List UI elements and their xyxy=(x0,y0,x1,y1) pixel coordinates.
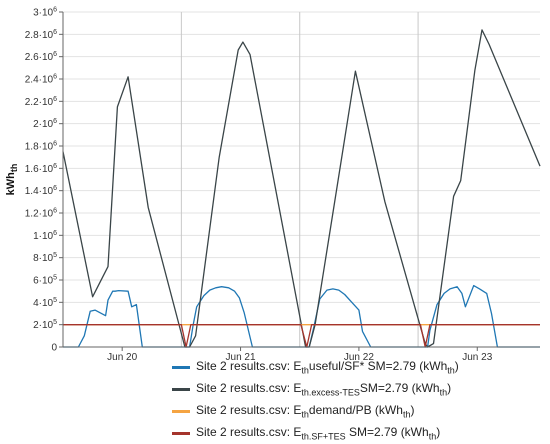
x-tick-labels: Jun 20 Jun 21 Jun 22 Jun 23 xyxy=(107,352,493,360)
chart: 0 2·105 4·105 6·105 8·105 1·106 1.2·106 1.4·106… xyxy=(5,7,541,360)
y-tick-label-4: 8·105 xyxy=(33,252,57,264)
y-tick-label-11: 2.2·106 xyxy=(25,96,57,108)
y-tick-label-6: 1.2·106 xyxy=(25,208,57,220)
legend-label-2: Site 2 results.csv: Ethdemand/PB (kWhth) xyxy=(196,402,415,420)
legend-swatch-0 xyxy=(172,365,190,369)
y-tick-label-8: 1.6·106 xyxy=(25,163,57,175)
series-line-0 xyxy=(63,284,540,348)
series-line-3 xyxy=(63,324,540,348)
y-tick-label-2: 4·105 xyxy=(33,297,57,309)
y-tick-label-3: 6·105 xyxy=(33,275,57,287)
day-boundary-lines xyxy=(180,12,419,347)
x-tick-label-2: Jun 22 xyxy=(344,352,374,360)
y-tick-label-0: 0 xyxy=(51,343,57,354)
x-tick-label-1: Jun 21 xyxy=(226,352,256,360)
y-tick-labels: 0 2·105 4·105 6·105 8·105 1·106 1.2·106 1.4·106… xyxy=(25,7,58,354)
x-tick-label-3: Jun 23 xyxy=(462,352,492,360)
legend-item-0: Site 2 results.csv: Ethuseful/SF* SM=2.7… xyxy=(172,356,548,378)
y-tick-label-7: 1.4·106 xyxy=(25,185,57,197)
legend: Site 2 results.csv: Ethuseful/SF* SM=2.7… xyxy=(172,356,548,444)
legend-item-3: Site 2 results.csv: Eth.SF+TES SM=2.79 (… xyxy=(172,422,548,444)
legend-label-3: Site 2 results.csv: Eth.SF+TES SM=2.79 (… xyxy=(196,424,441,442)
legend-label-1: Site 2 results.csv: Eth.excess-TESSM=2.7… xyxy=(196,380,452,398)
y-axis-label: kWhth xyxy=(5,164,19,196)
legend-swatch-2 xyxy=(172,409,190,413)
axes xyxy=(59,11,540,351)
y-tick-label-5: 1·106 xyxy=(33,230,57,242)
y-tick-label-1: 2·105 xyxy=(33,319,57,331)
legend-swatch-1 xyxy=(172,387,190,391)
y-tick-label-15: 3·106 xyxy=(33,7,57,19)
series-lines xyxy=(62,29,541,348)
y-tick-label-14: 2.8·106 xyxy=(25,29,57,41)
grid-lines xyxy=(63,11,540,348)
legend-label-0: Site 2 results.csv: Ethuseful/SF* SM=2.7… xyxy=(196,358,459,376)
legend-item-2: Site 2 results.csv: Ethdemand/PB (kWhth) xyxy=(172,400,548,422)
legend-item-1: Site 2 results.csv: Eth.excess-TESSM=2.7… xyxy=(172,378,548,400)
y-tick-label-9: 1.8·106 xyxy=(25,141,57,153)
y-tick-label-10: 2·106 xyxy=(33,118,57,130)
legend-swatch-3 xyxy=(172,431,190,435)
y-tick-label-12: 2.4·106 xyxy=(25,74,57,86)
x-tick-label-0: Jun 20 xyxy=(107,352,137,360)
y-tick-label-13: 2.6·106 xyxy=(25,51,57,63)
